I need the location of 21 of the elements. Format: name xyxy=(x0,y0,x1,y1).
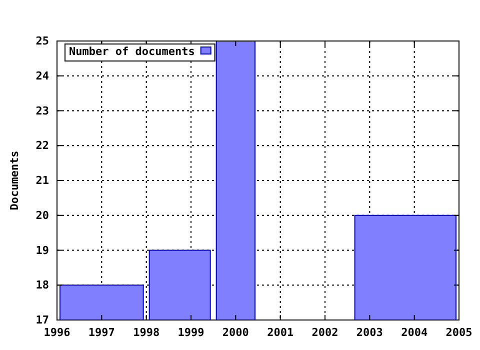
legend-label: Number of documents xyxy=(69,45,195,58)
x-tick-label: 1997 xyxy=(88,326,115,339)
y-tick-label: 19 xyxy=(36,244,49,257)
y-axis-title: Documents xyxy=(8,150,21,210)
x-tick-label: 2000 xyxy=(222,326,249,339)
y-tick-label: 21 xyxy=(36,174,50,188)
x-tick-label: 1996 xyxy=(44,326,71,339)
y-tick-label: 20 xyxy=(36,208,49,222)
x-tick-label: 1999 xyxy=(178,326,204,339)
x-tick-label: 2005 xyxy=(446,326,472,339)
x-tick-label: 2002 xyxy=(312,326,338,339)
y-tick-label: 25 xyxy=(36,34,49,48)
x-tick-label: 2003 xyxy=(356,326,383,339)
y-tick-label: 23 xyxy=(36,104,49,118)
y-tick-label: 18 xyxy=(36,278,49,292)
x-tick-label: 1998 xyxy=(133,326,160,339)
x-tick-label: 2004 xyxy=(401,326,428,339)
y-tick-label: 17 xyxy=(36,314,49,327)
y-tick-label: 24 xyxy=(36,69,50,82)
y-tick-label: 22 xyxy=(36,139,49,152)
x-tick-label: 2001 xyxy=(267,326,294,339)
